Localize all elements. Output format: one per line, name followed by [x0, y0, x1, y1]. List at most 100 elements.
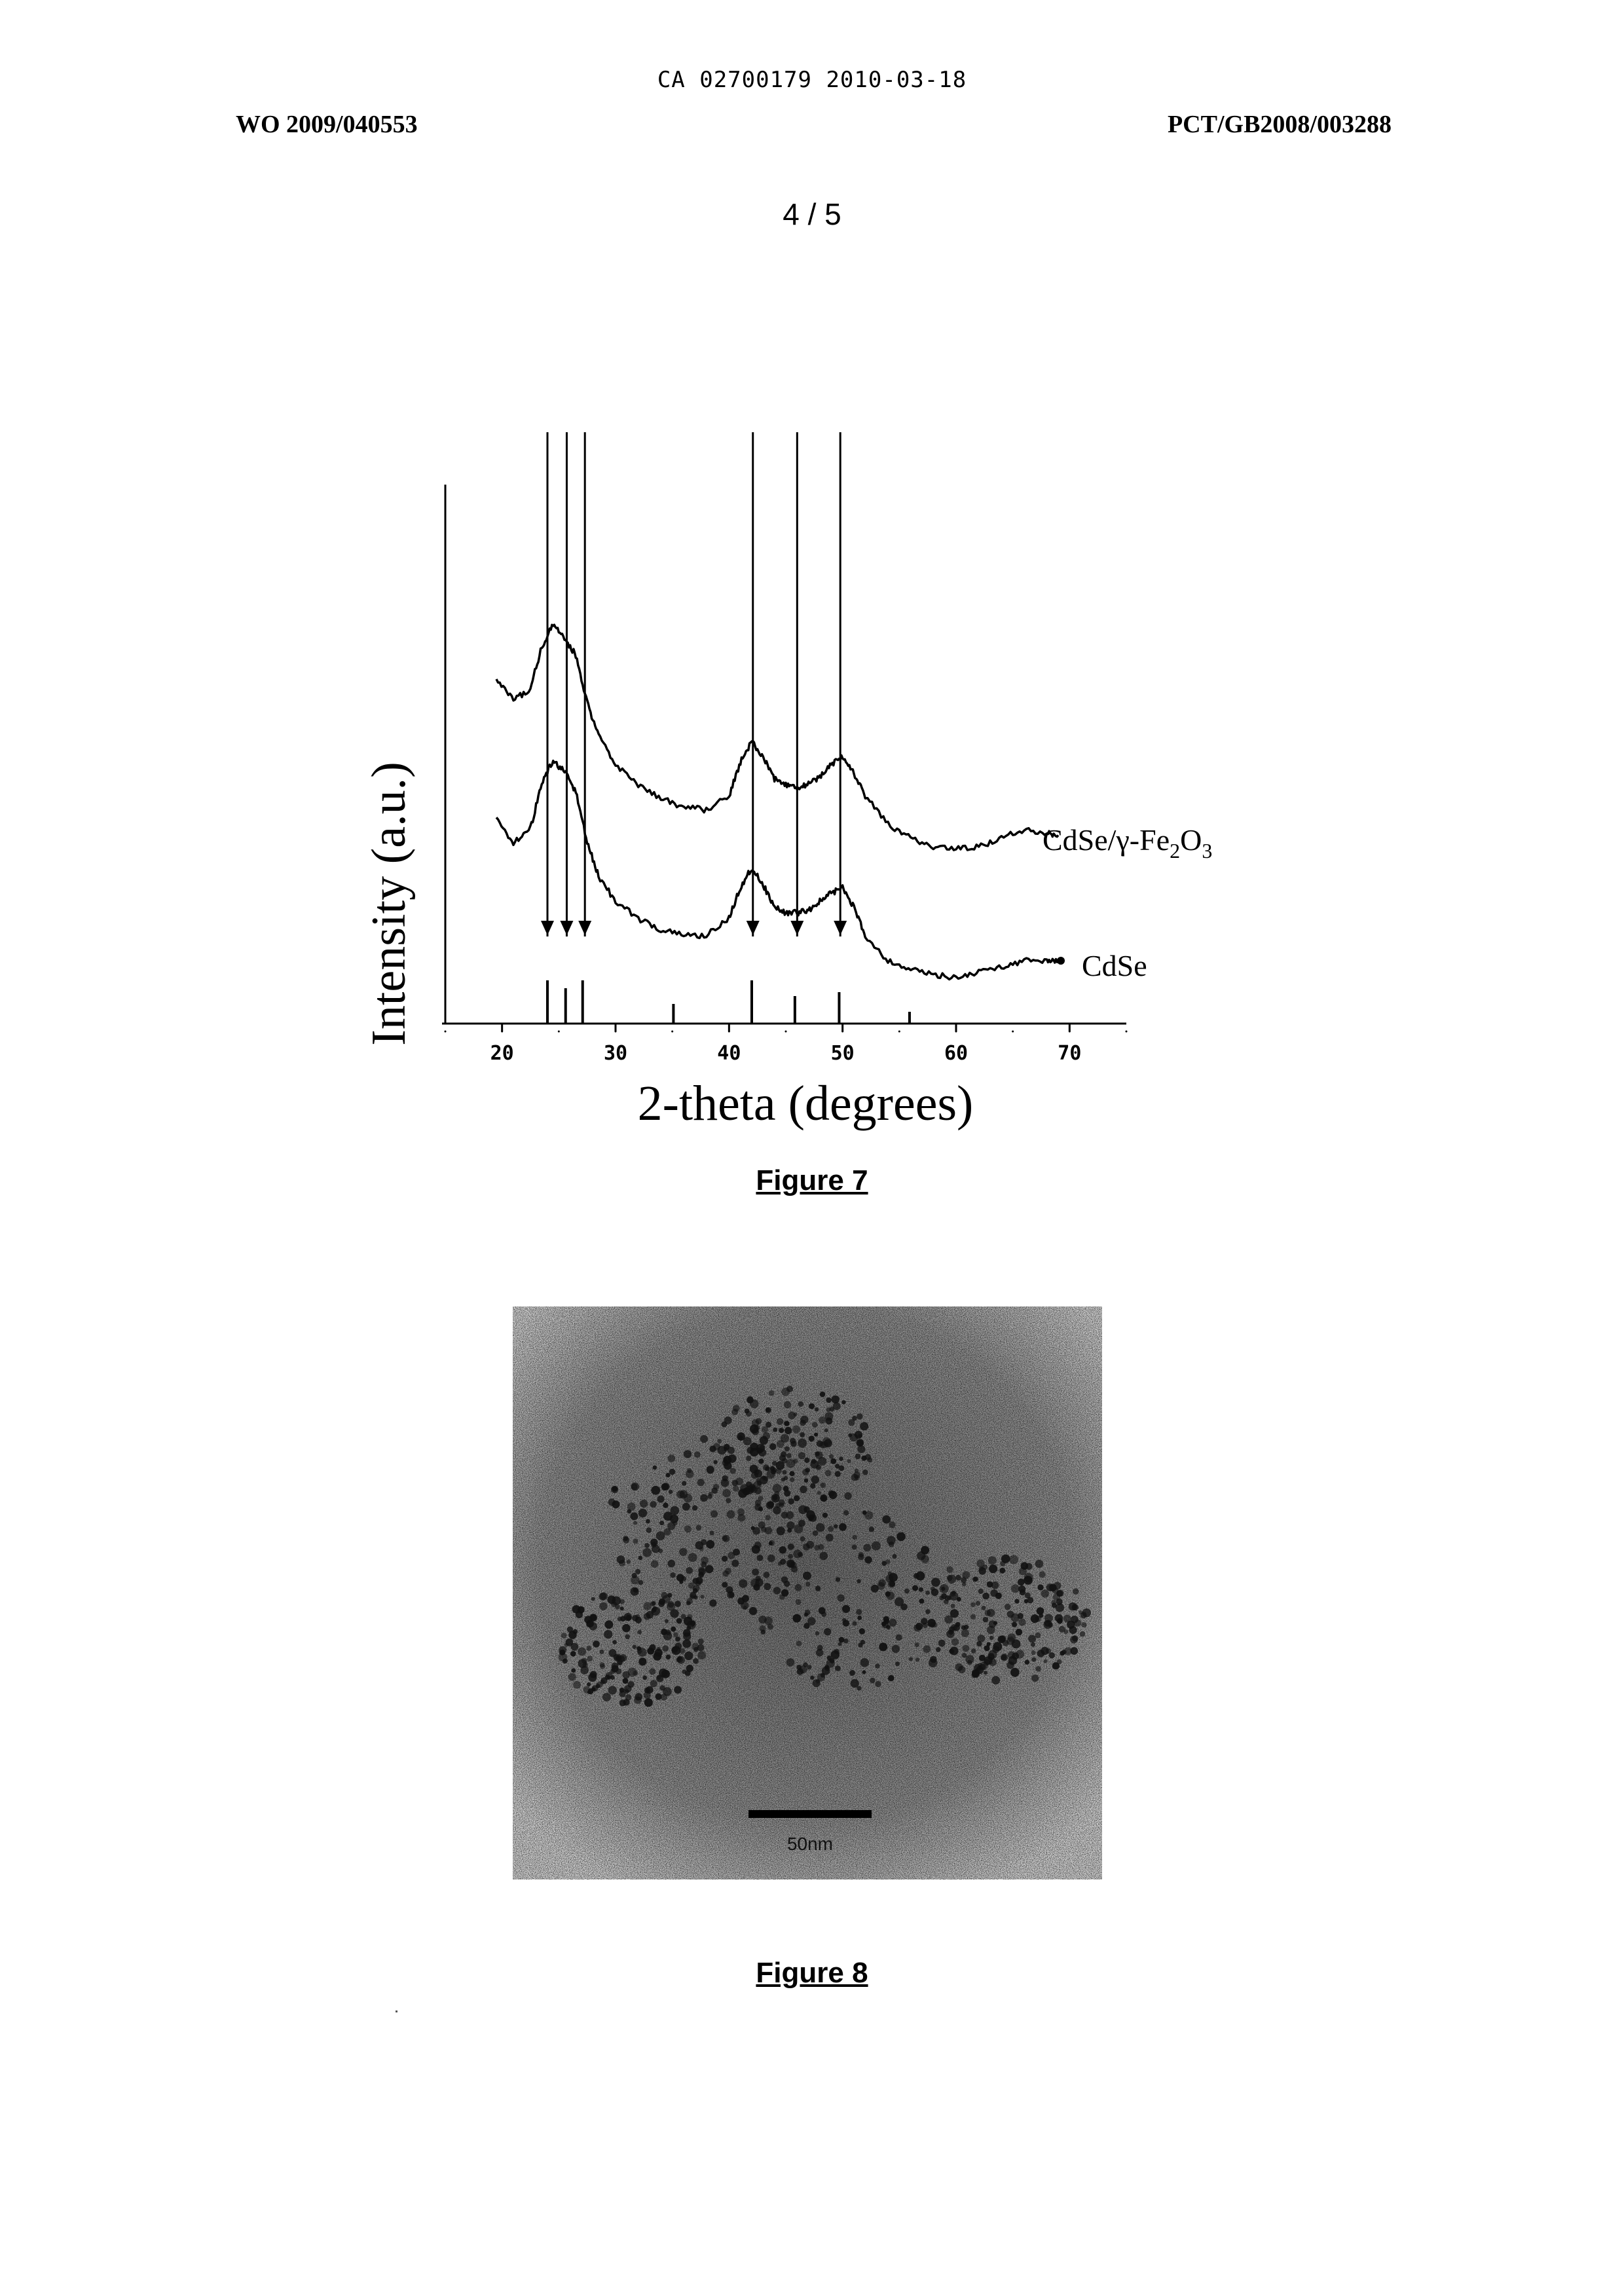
nanoparticle [1028, 1635, 1036, 1642]
nanoparticle [570, 1651, 576, 1657]
nanoparticle [631, 1483, 640, 1491]
nanoparticle [571, 1643, 579, 1651]
nanoparticle [758, 1507, 763, 1511]
nanoparticle [633, 1645, 637, 1649]
nanoparticle [724, 1416, 732, 1424]
x-minor-tick [955, 1031, 957, 1033]
nanoparticle [938, 1640, 946, 1647]
nanoparticle [684, 1525, 692, 1532]
nanoparticle [650, 1680, 657, 1687]
nanoparticle [628, 1681, 635, 1688]
nanoparticle [1025, 1660, 1029, 1665]
nanoparticle [989, 1658, 997, 1666]
x-minor-tick [898, 1031, 900, 1033]
nanoparticle [644, 1543, 650, 1548]
nanoparticle [786, 1658, 795, 1667]
series-end-marker [1057, 957, 1065, 965]
nanoparticle [587, 1656, 593, 1661]
nanoparticle [930, 1622, 935, 1627]
nanoparticle [670, 1572, 675, 1578]
nanoparticle [786, 1386, 793, 1392]
nanoparticle [858, 1643, 862, 1648]
nanoparticle [803, 1544, 810, 1551]
nanoparticle [638, 1509, 647, 1517]
x-minor-tick [671, 1031, 673, 1033]
arrow-marker [560, 921, 573, 935]
nanoparticle [1081, 1622, 1086, 1627]
nanoparticle [982, 1606, 986, 1610]
nanoparticle [800, 1536, 805, 1542]
nanoparticle [626, 1615, 632, 1621]
nanoparticle [925, 1591, 930, 1595]
nanoparticle [729, 1592, 735, 1598]
nanoparticle [590, 1671, 597, 1678]
nanoparticle [687, 1614, 692, 1620]
nanoparticle [637, 1649, 642, 1654]
nanoparticle [659, 1685, 665, 1691]
nanoparticle [962, 1582, 966, 1586]
x-minor-tick [728, 1031, 730, 1033]
nanoparticle [791, 1566, 798, 1572]
nanoparticle [913, 1573, 919, 1579]
nanoparticle [784, 1421, 789, 1426]
nanoparticle [659, 1521, 664, 1525]
nanoparticle [991, 1676, 1000, 1684]
nanoparticle [1006, 1661, 1014, 1669]
nanoparticle [826, 1398, 832, 1403]
nanoparticle [686, 1665, 693, 1672]
nanoparticle [803, 1623, 809, 1629]
nanoparticle [576, 1611, 583, 1618]
nanoparticle [818, 1457, 826, 1466]
nanoparticle [739, 1435, 743, 1440]
nanoparticle [1039, 1571, 1046, 1578]
nanoparticle [573, 1629, 578, 1635]
nanoparticle [856, 1439, 864, 1447]
nanoparticle [915, 1642, 919, 1647]
nanoparticle [950, 1609, 959, 1618]
nanoparticle [883, 1616, 889, 1622]
nanoparticle [820, 1392, 825, 1397]
nanoparticle [700, 1595, 704, 1599]
nanoparticle [1037, 1607, 1044, 1615]
nanoparticle [1041, 1589, 1049, 1597]
nanoparticle [979, 1566, 984, 1571]
nanoparticle [826, 1418, 833, 1425]
nanoparticle [625, 1635, 630, 1640]
nanoparticle [853, 1535, 857, 1540]
nanoparticle [1035, 1633, 1041, 1639]
nanoparticle [812, 1422, 818, 1428]
nanoparticle [653, 1652, 661, 1661]
nanoparticle [1035, 1666, 1041, 1672]
nanoparticle [765, 1466, 769, 1471]
nanoparticle [862, 1670, 866, 1674]
nanoparticle [773, 1587, 781, 1594]
nanoparticle [815, 1631, 820, 1636]
nanoparticle [872, 1542, 881, 1551]
nanoparticle [836, 1577, 840, 1582]
nanoparticle [656, 1531, 665, 1540]
nanoparticle [630, 1512, 638, 1520]
nanoparticle [915, 1657, 919, 1661]
nanoparticle [825, 1470, 832, 1477]
nanoparticle [951, 1639, 959, 1646]
nanoparticle [683, 1629, 691, 1637]
nanoparticle [1010, 1668, 1020, 1677]
nanoparticle [697, 1644, 705, 1652]
nanoparticle [961, 1629, 969, 1637]
nanoparticle [1044, 1659, 1048, 1663]
nanoparticle [637, 1630, 642, 1635]
nanoparticle [909, 1657, 913, 1661]
nanoparticle [776, 1468, 782, 1474]
nanoparticle [713, 1484, 719, 1490]
publication-number-right: PCT/GB2008/003288 [1168, 110, 1392, 139]
nanoparticle [816, 1523, 825, 1532]
x-tick-label: 70 [1058, 1042, 1081, 1065]
nanoparticle [693, 1658, 699, 1664]
nanoparticle [777, 1527, 785, 1535]
nanoparticle [858, 1552, 864, 1557]
arrow-marker [790, 921, 803, 935]
nanoparticle [819, 1416, 826, 1424]
x-tick-label: 60 [944, 1042, 968, 1065]
nanoparticle [1025, 1593, 1031, 1599]
nanoparticle [568, 1673, 576, 1681]
